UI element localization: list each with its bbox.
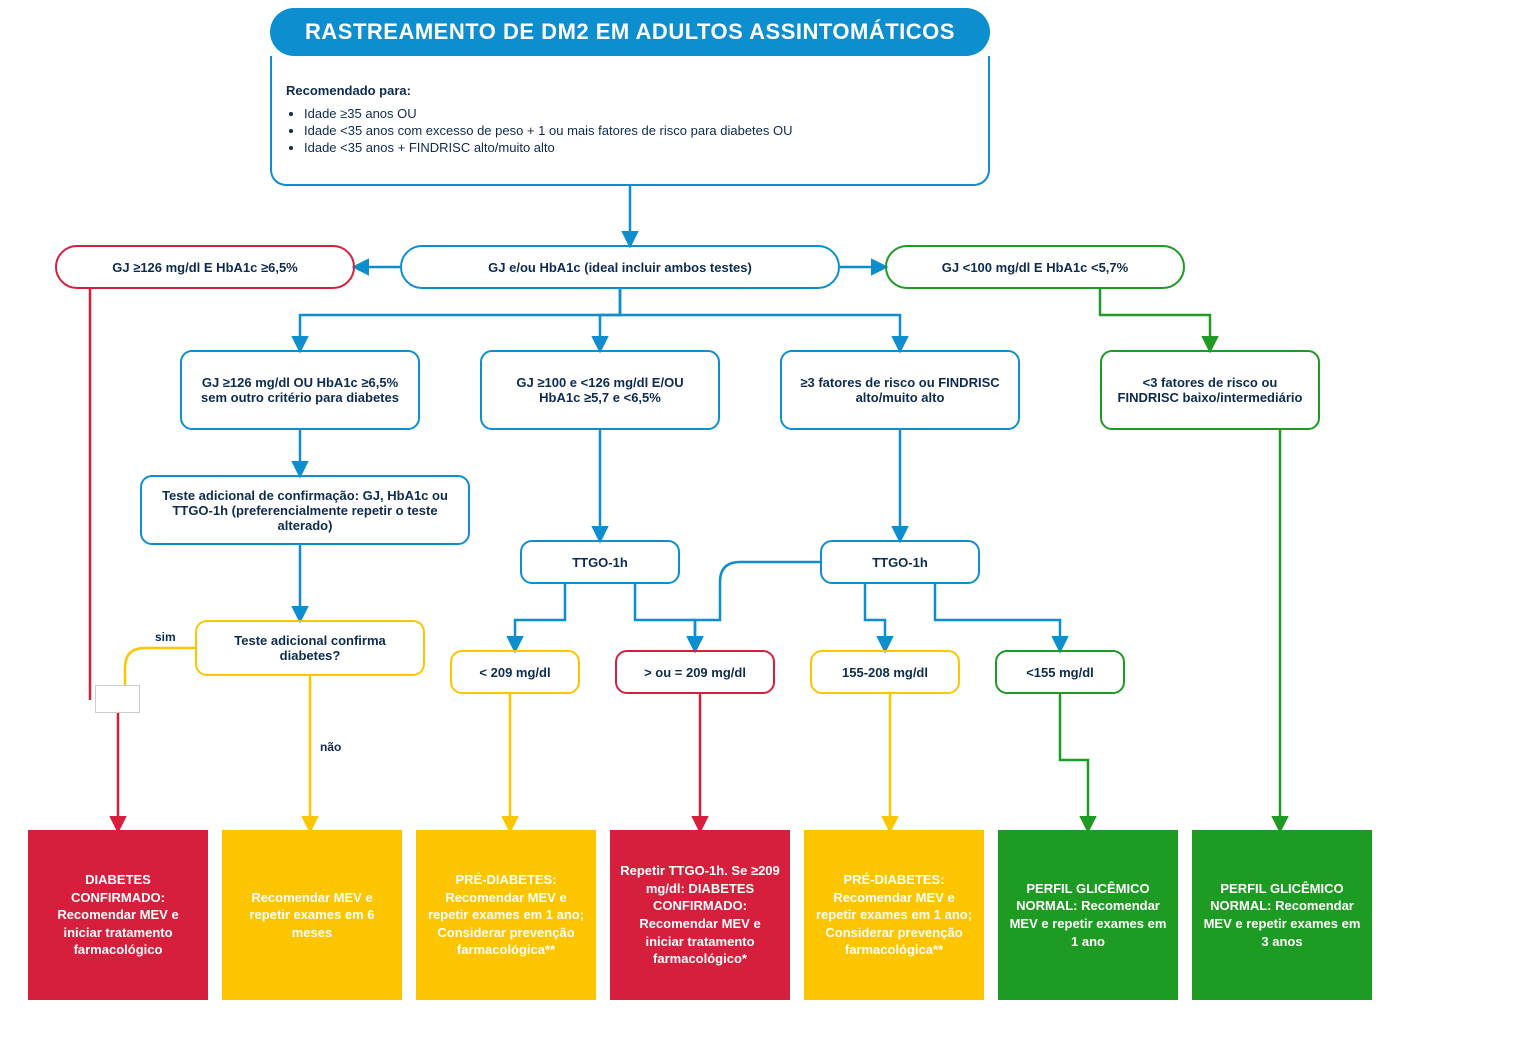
node-ge209: > ou = 209 mg/dl	[615, 650, 775, 694]
label-sim: sim	[155, 630, 176, 644]
label-nao: não	[320, 740, 341, 754]
outcome-o2: Recomendar MEV e repetir exames em 6 mes…	[222, 830, 402, 1000]
node-lt209: < 209 mg/dl	[450, 650, 580, 694]
outcome-o1: DIABETES CONFIRMADO: Recomendar MEV e in…	[28, 830, 208, 1000]
outcome-o5: PRÉ-DIABETES: Recomendar MEV e repetir e…	[804, 830, 984, 1000]
node-mid: 155-208 mg/dl	[810, 650, 960, 694]
rec-item: Idade ≥35 anos OU	[304, 106, 793, 121]
rec-item: Idade <35 anos com excesso de peso + 1 o…	[304, 123, 793, 138]
node-tests: GJ e/ou HbA1c (ideal incluir ambos teste…	[400, 245, 840, 289]
recommendations-box: Recomendado para: Idade ≥35 anos OU Idad…	[270, 56, 990, 186]
node-lt155: <155 mg/dl	[995, 650, 1125, 694]
node-b1: GJ ≥126 mg/dl OU HbA1c ≥6,5% sem outro c…	[180, 350, 420, 430]
node-b4: <3 fatores de risco ou FINDRISC baixo/in…	[1100, 350, 1320, 430]
flowchart-title: RASTREAMENTO DE DM2 EM ADULTOS ASSINTOMÁ…	[270, 8, 990, 56]
sim-join-box	[95, 685, 140, 713]
outcome-o6: PERFIL GLICÊMICO NORMAL: Recomendar MEV …	[998, 830, 1178, 1000]
outcome-o3: PRÉ-DIABETES: Recomendar MEV e repetir e…	[416, 830, 596, 1000]
rec-heading: Recomendado para:	[286, 83, 411, 98]
outcome-o4: Repetir TTGO-1h. Se ≥209 mg/dl: DIABETES…	[610, 830, 790, 1000]
outcome-o7: PERFIL GLICÊMICO NORMAL: Recomendar MEV …	[1192, 830, 1372, 1000]
node-left-high: GJ ≥126 mg/dl E HbA1c ≥6,5%	[55, 245, 355, 289]
node-right-low: GJ <100 mg/dl E HbA1c <5,7%	[885, 245, 1185, 289]
node-b2: GJ ≥100 e <126 mg/dl E/OU HbA1c ≥5,7 e <…	[480, 350, 720, 430]
node-ttgo-b: TTGO-1h	[820, 540, 980, 584]
node-b3: ≥3 fatores de risco ou FINDRISC alto/mui…	[780, 350, 1020, 430]
rec-list: Idade ≥35 anos OU Idade <35 anos com exc…	[304, 104, 793, 157]
node-confirm: Teste adicional de confirmação: GJ, HbA1…	[140, 475, 470, 545]
node-ttgo-a: TTGO-1h	[520, 540, 680, 584]
node-question: Teste adicional confirma diabetes?	[195, 620, 425, 676]
rec-item: Idade <35 anos + FINDRISC alto/muito alt…	[304, 140, 793, 155]
